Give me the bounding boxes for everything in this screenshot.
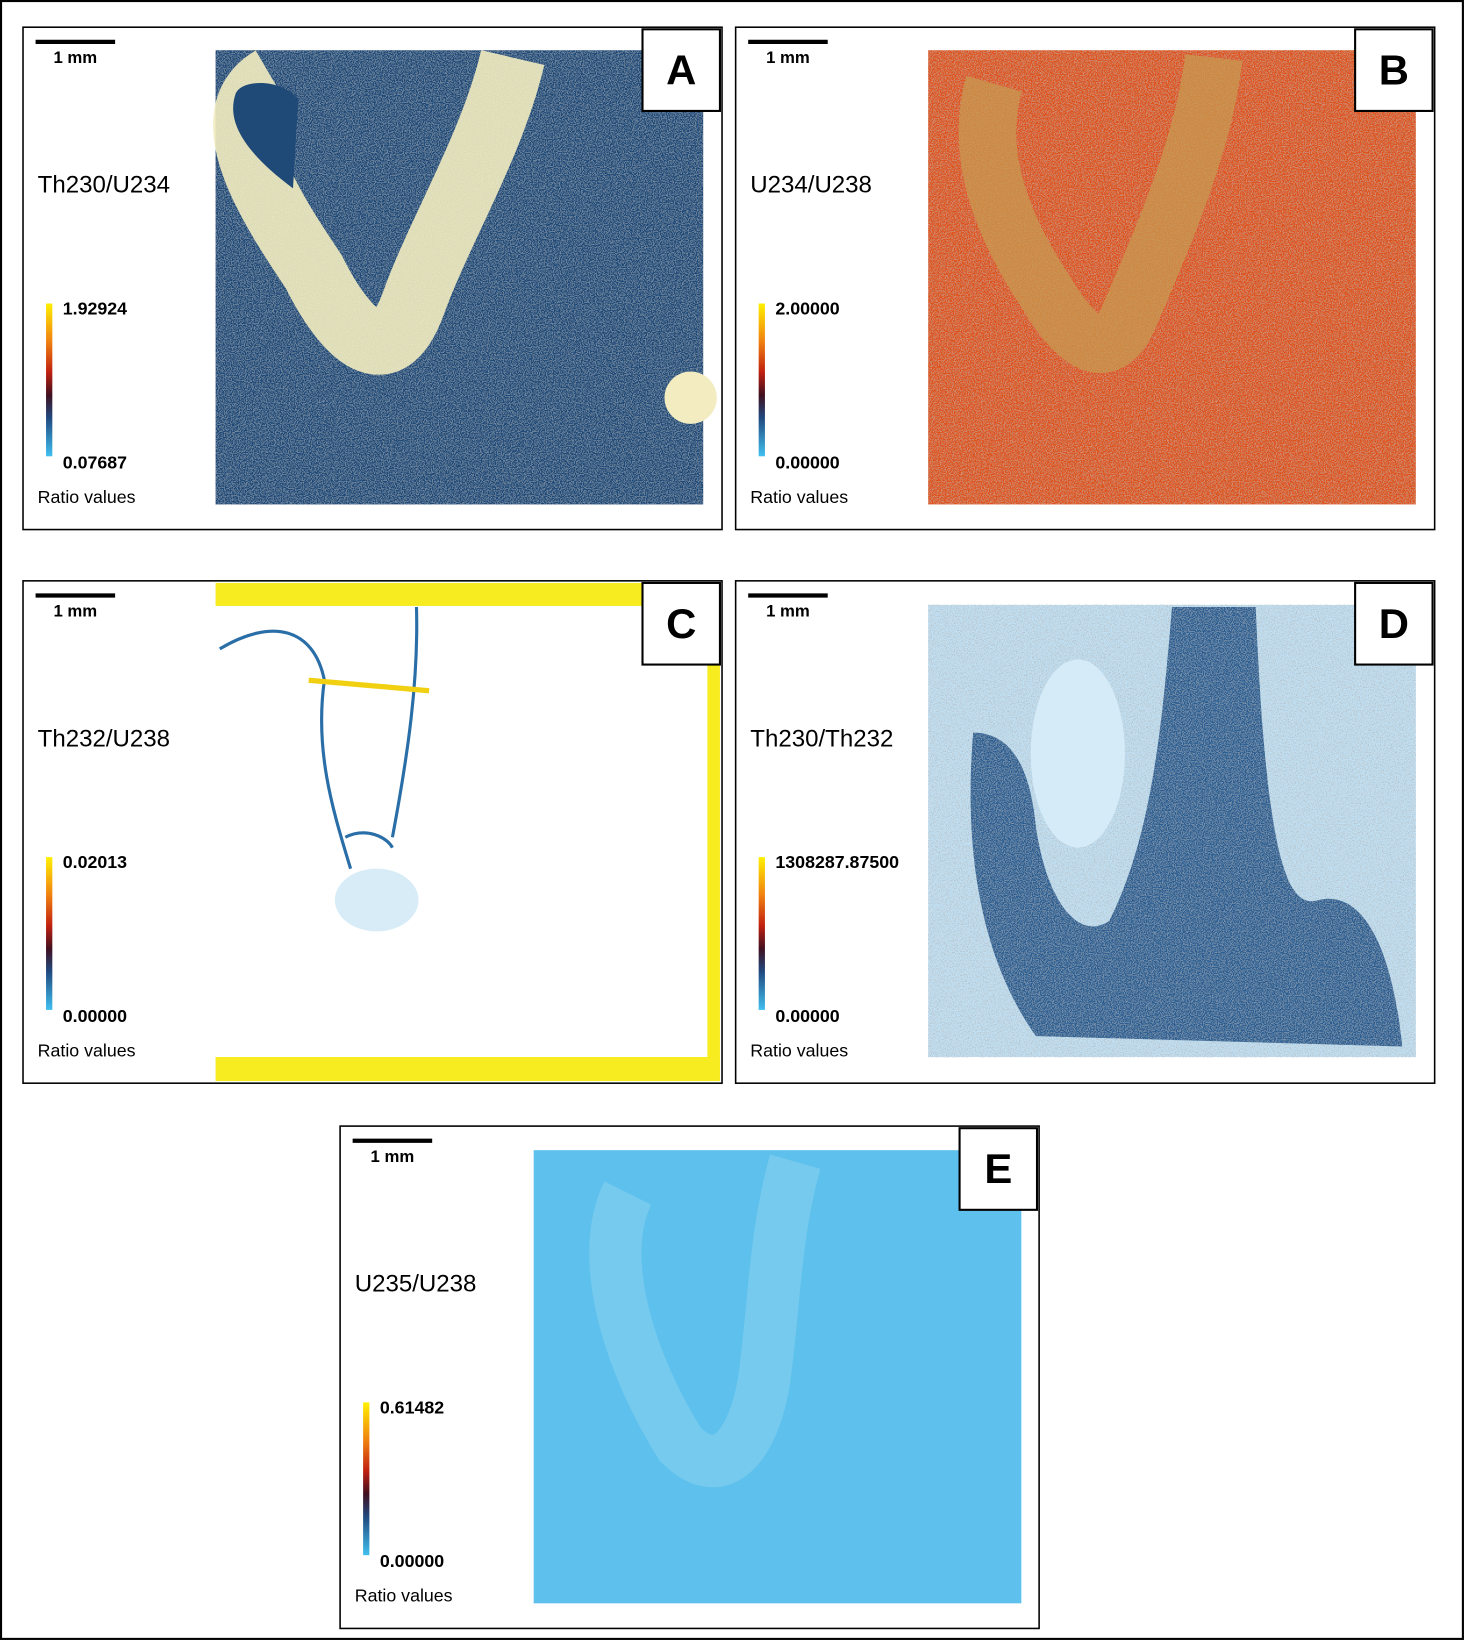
colorbar-min: 0.00000 (775, 452, 839, 472)
panel-letter: E (984, 1145, 1012, 1192)
colorbar (46, 303, 53, 457)
colorbar (758, 857, 765, 1010)
scale-bar-label: 1 mm (766, 602, 810, 621)
colorbar-max: 2.00000 (775, 298, 839, 318)
panel-letter: B (1379, 46, 1409, 93)
panel: 1 mm U235/U238 0.61482 0.00000 Ratio values E (339, 1125, 1040, 1630)
panel: 1 mm Th232/U238 0.02013 0.00000 Ratio values… (22, 580, 723, 1084)
scale-bar-label: 1 mm (371, 1147, 415, 1166)
map-a (213, 49, 717, 505)
ratio-label: U234/U238 (750, 172, 872, 199)
scale-bar-label: 1 mm (53, 48, 97, 67)
letter-box (958, 1127, 1039, 1211)
colorbar-min: 0.00000 (380, 1551, 444, 1571)
panel: 1 mm Th230/Th232 1308287.87500 0.00000 Ratio… (734, 580, 1436, 1084)
colorbar (46, 857, 53, 1010)
panel-border (22, 26, 723, 531)
letter-box (1354, 28, 1434, 112)
ratio-label: U235/U238 (355, 1271, 477, 1298)
panel: 1 mm U234/U238 2.00000 0.00000 Ratio values B (734, 26, 1436, 531)
panel-border (734, 580, 1436, 1084)
colorbar-min: 0.00000 (63, 1006, 127, 1026)
colorbar-min: 0.00000 (775, 1006, 839, 1026)
panel-border (734, 26, 1436, 531)
colorbar (363, 1402, 370, 1556)
ratio-label: Th230/U234 (38, 172, 170, 199)
panel-letter: C (666, 600, 696, 647)
scale-bar-label: 1 mm (766, 48, 810, 67)
panel-letter: A (666, 46, 696, 93)
colorbar (758, 303, 765, 457)
colorbar-label: Ratio values (38, 1040, 136, 1060)
colorbar-label: Ratio values (355, 1586, 453, 1606)
colorbar-label: Ratio values (38, 487, 136, 507)
letter-box (641, 581, 721, 666)
colorbar-max: 1.92924 (63, 298, 127, 318)
colorbar-label: Ratio values (750, 1040, 848, 1060)
colorbar-label: Ratio values (750, 487, 848, 507)
scale-bar-label: 1 mm (53, 602, 97, 621)
colorbar-max: 1308287.87500 (775, 852, 899, 872)
colorbar-min: 0.07687 (63, 452, 127, 472)
letter-box (641, 28, 721, 112)
map-b (928, 50, 1416, 505)
colorbar-max: 0.61482 (380, 1397, 444, 1417)
panel-border (339, 1125, 1040, 1630)
panels: 1 mm Th230/U234 1.92924 0.07687 Ratio values… (22, 26, 1436, 1630)
panel-letter: D (1379, 600, 1409, 647)
ratio-label: Th232/U238 (38, 725, 170, 752)
ratio-label: Th230/Th232 (750, 725, 893, 752)
panel-border (22, 580, 723, 1084)
colorbar-max: 0.02013 (63, 852, 127, 872)
panel: 1 mm Th230/U234 1.92924 0.07687 Ratio values… (22, 26, 723, 531)
map-d (928, 604, 1416, 1058)
map-e (533, 1150, 1022, 1604)
letter-box (1354, 581, 1434, 666)
map-c (215, 582, 720, 1082)
